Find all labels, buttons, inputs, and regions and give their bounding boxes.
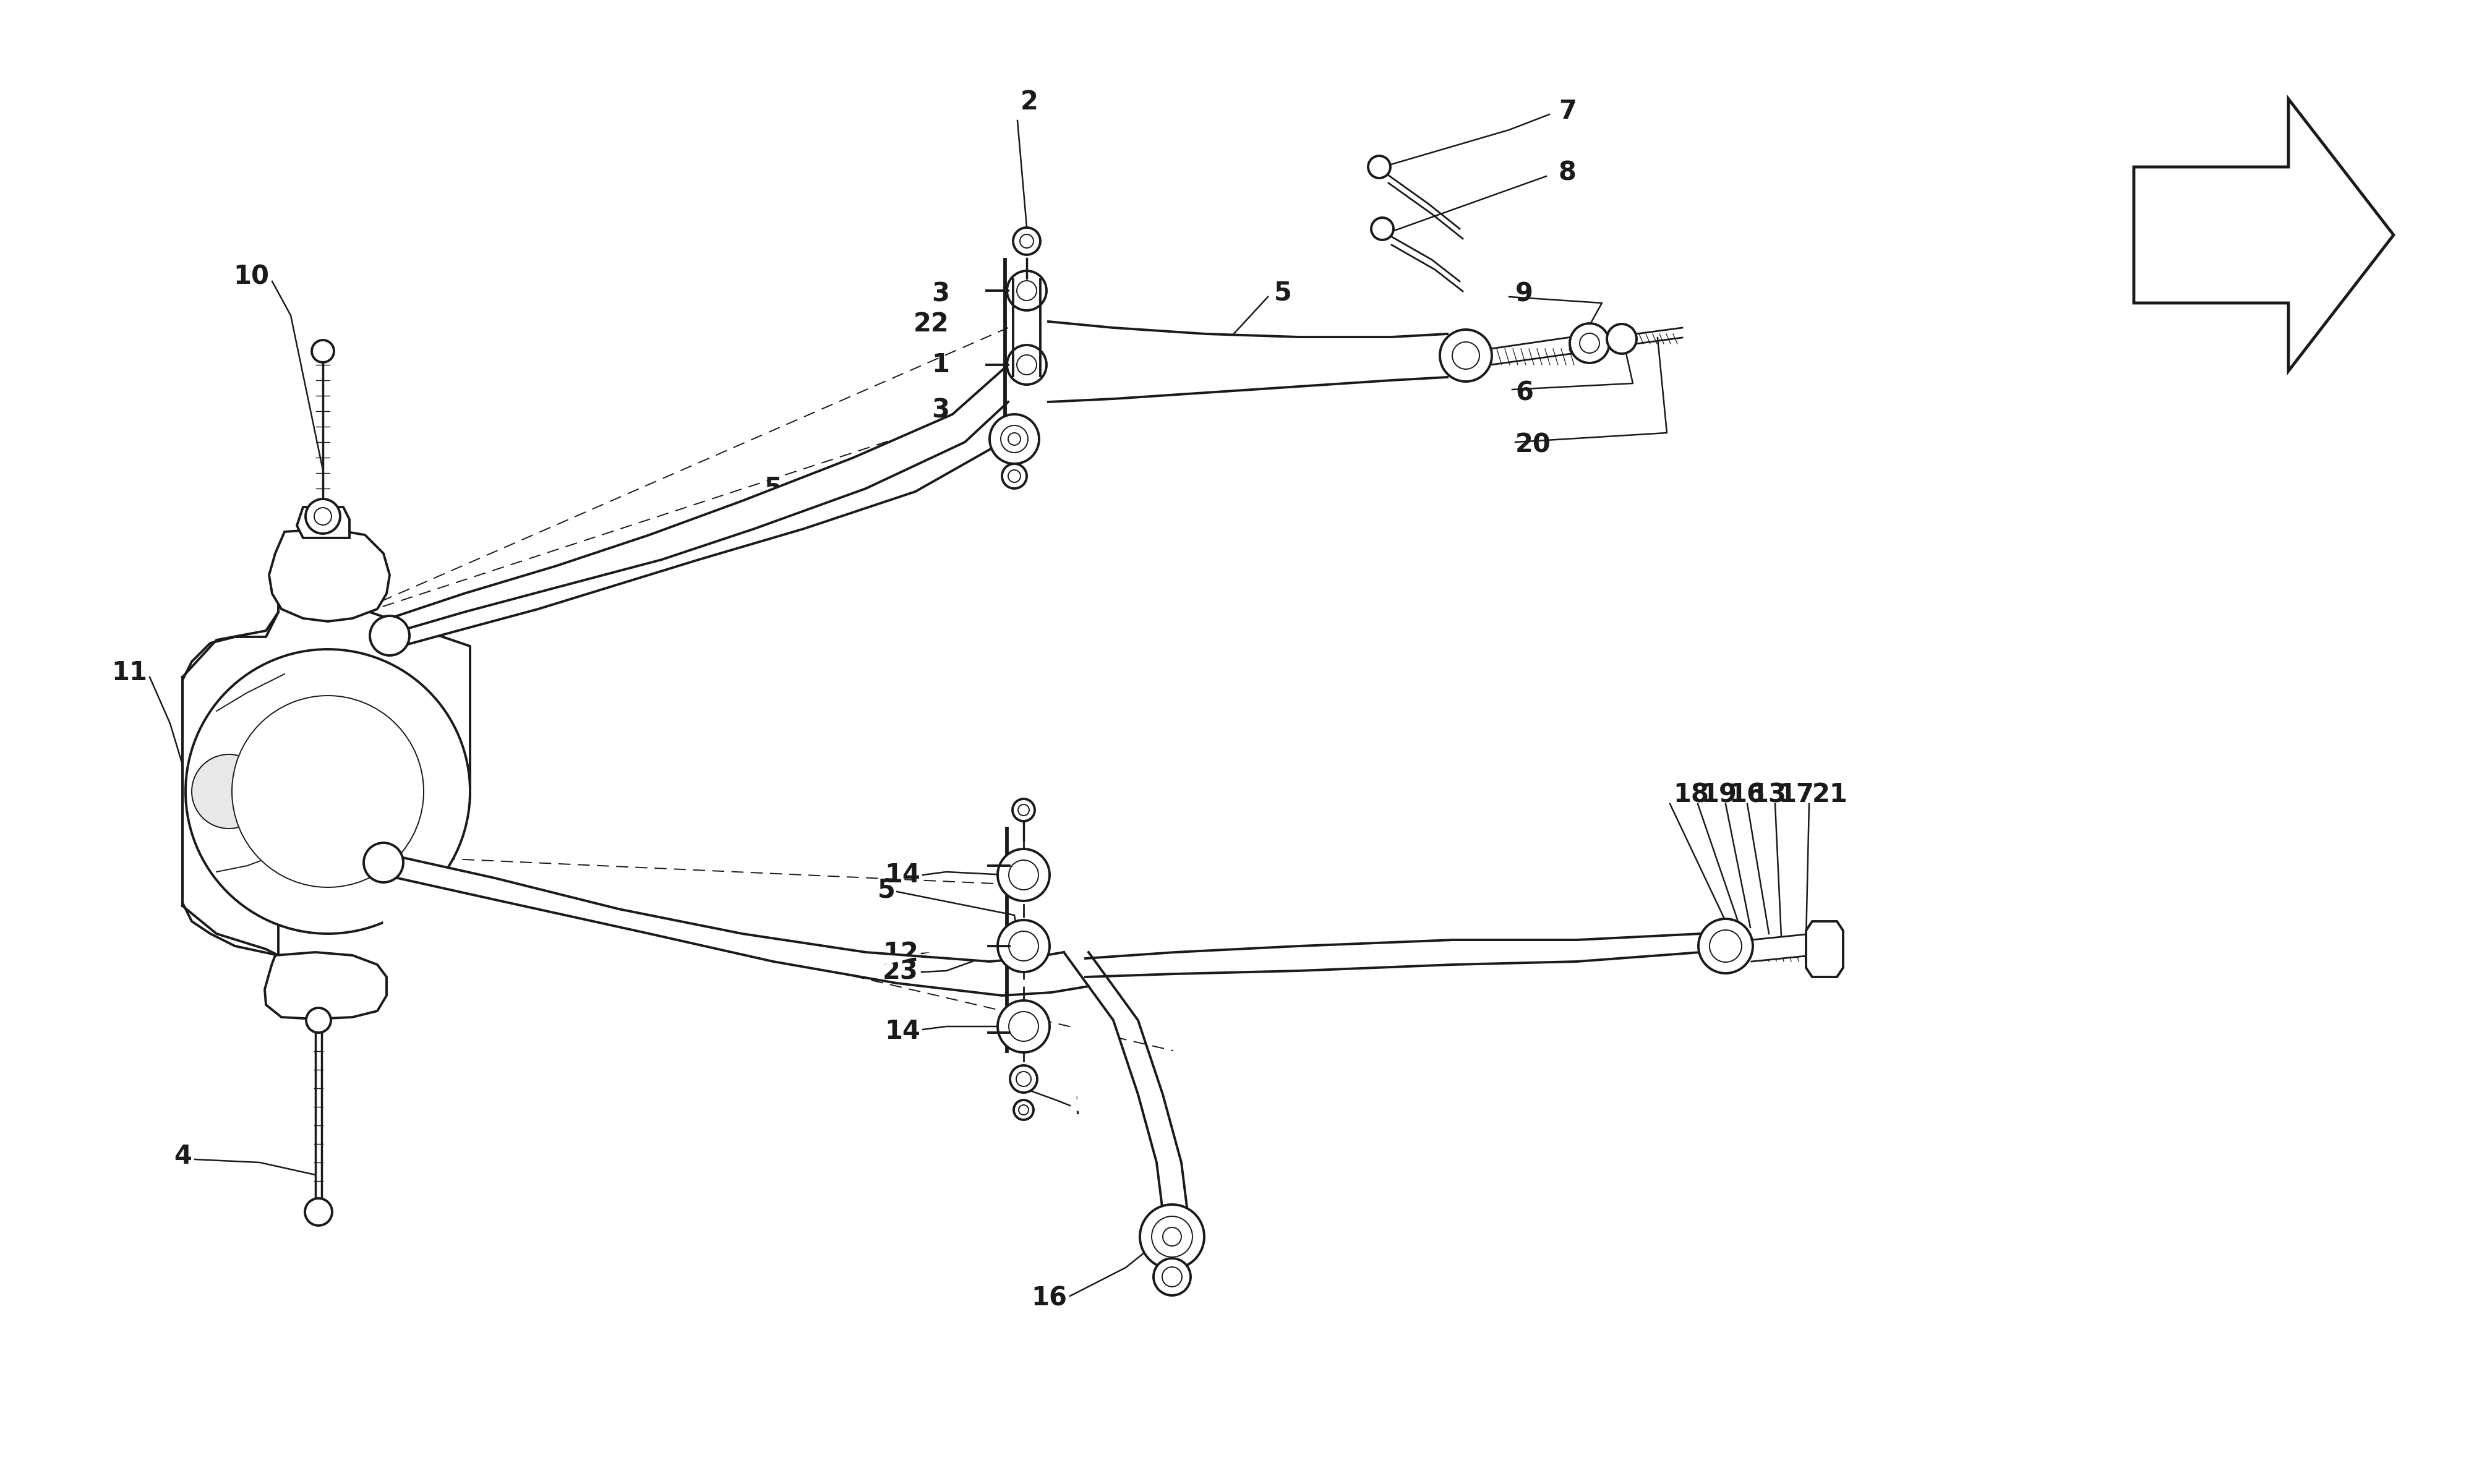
Text: 20: 20 — [1514, 432, 1551, 459]
Circle shape — [186, 650, 470, 933]
Circle shape — [1014, 227, 1039, 255]
Circle shape — [1007, 344, 1047, 384]
Circle shape — [193, 754, 267, 828]
Polygon shape — [1064, 953, 1188, 1212]
Polygon shape — [1014, 279, 1039, 375]
Circle shape — [304, 1199, 332, 1226]
Circle shape — [371, 616, 411, 656]
Text: 9: 9 — [1514, 282, 1534, 307]
Circle shape — [1009, 433, 1022, 445]
Text: 2: 2 — [1022, 89, 1039, 114]
Circle shape — [1009, 1066, 1037, 1092]
Polygon shape — [1752, 933, 1806, 962]
Circle shape — [1571, 324, 1608, 364]
Text: 5: 5 — [764, 475, 782, 502]
Circle shape — [1368, 156, 1390, 178]
Polygon shape — [265, 953, 386, 1020]
Text: 1: 1 — [930, 352, 950, 378]
Circle shape — [1440, 329, 1492, 381]
Polygon shape — [2133, 99, 2395, 371]
Circle shape — [997, 849, 1049, 901]
Text: 13: 13 — [1752, 782, 1786, 807]
Text: 14: 14 — [886, 862, 920, 887]
Circle shape — [1012, 798, 1034, 821]
Text: 23: 23 — [883, 959, 918, 985]
Polygon shape — [383, 853, 1089, 996]
Circle shape — [1141, 1205, 1205, 1269]
Polygon shape — [1049, 322, 1447, 402]
Text: 16: 16 — [1729, 782, 1764, 807]
Text: 15: 15 — [1074, 1094, 1108, 1120]
Polygon shape — [391, 365, 1009, 634]
Circle shape — [307, 1008, 332, 1033]
Text: 7: 7 — [1559, 98, 1576, 125]
Text: 16: 16 — [1032, 1285, 1066, 1312]
Circle shape — [1007, 270, 1047, 310]
Circle shape — [307, 499, 341, 534]
Text: 12: 12 — [883, 941, 918, 966]
Text: 10: 10 — [233, 264, 270, 289]
Circle shape — [997, 920, 1049, 972]
Circle shape — [990, 414, 1039, 463]
Circle shape — [1153, 1258, 1190, 1296]
Circle shape — [997, 1000, 1049, 1052]
Text: 4: 4 — [173, 1143, 193, 1169]
Text: 17: 17 — [1779, 782, 1813, 807]
Text: 18: 18 — [1672, 782, 1710, 807]
Circle shape — [1014, 1100, 1034, 1120]
Polygon shape — [391, 402, 1009, 650]
Circle shape — [1697, 919, 1752, 974]
Text: 5: 5 — [1274, 280, 1291, 306]
Text: 19: 19 — [1702, 782, 1737, 807]
Polygon shape — [297, 508, 349, 537]
Circle shape — [364, 843, 403, 883]
Polygon shape — [1806, 922, 1843, 976]
Polygon shape — [270, 528, 391, 622]
Text: 6: 6 — [1514, 380, 1534, 405]
Text: 5: 5 — [878, 877, 896, 904]
Text: 11: 11 — [111, 660, 148, 686]
Circle shape — [1608, 324, 1638, 353]
Circle shape — [1371, 218, 1393, 240]
Circle shape — [1163, 1227, 1183, 1247]
Text: 14: 14 — [886, 1018, 920, 1045]
Circle shape — [233, 696, 423, 887]
Text: 3: 3 — [930, 396, 950, 423]
Text: 3: 3 — [930, 282, 950, 307]
Circle shape — [1002, 463, 1027, 488]
Polygon shape — [1489, 337, 1578, 365]
Polygon shape — [183, 579, 470, 956]
Polygon shape — [1086, 933, 1702, 976]
Text: 21: 21 — [1811, 782, 1848, 807]
Text: 22: 22 — [913, 312, 950, 337]
Circle shape — [312, 340, 334, 362]
Text: 8: 8 — [1559, 160, 1576, 186]
